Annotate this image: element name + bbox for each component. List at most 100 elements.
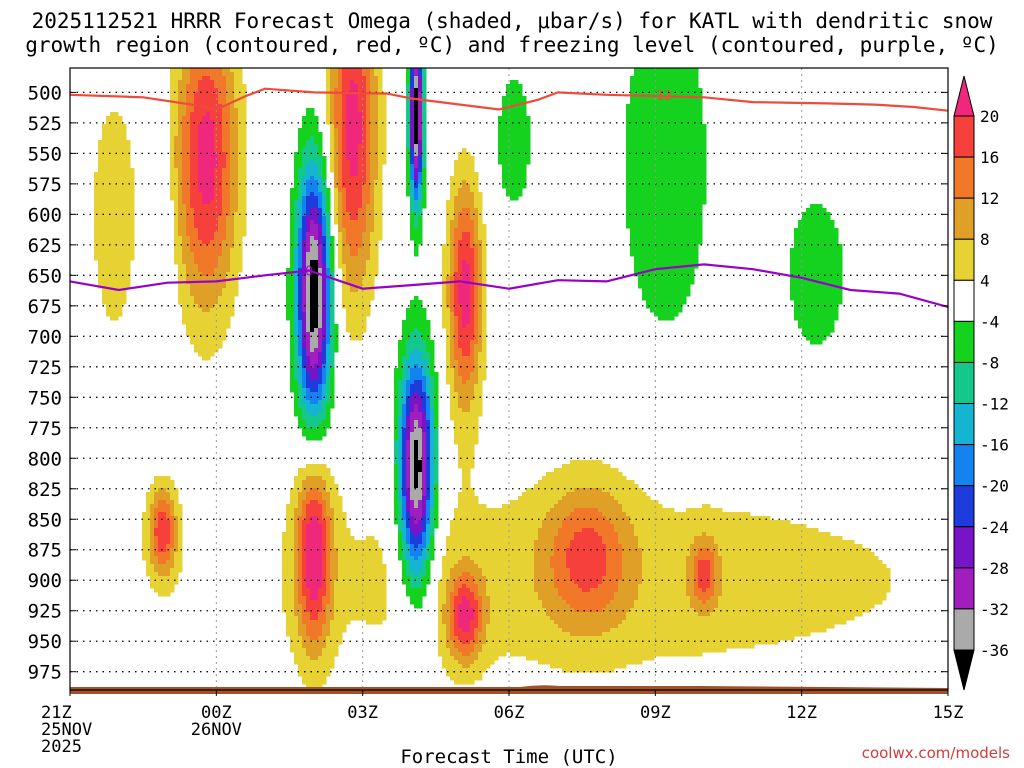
omega-cell	[370, 188, 375, 193]
omega-cell	[366, 76, 371, 81]
omega-cell	[194, 136, 199, 141]
omega-cell	[106, 140, 111, 145]
omega-cell	[178, 568, 183, 573]
omega-cell	[230, 96, 235, 101]
omega-cell	[306, 552, 311, 557]
omega-cell	[330, 92, 335, 97]
omega-cell	[158, 484, 163, 489]
omega-cell	[306, 680, 311, 685]
omega-cell	[342, 516, 347, 521]
omega-cell	[306, 204, 311, 209]
omega-cell	[190, 332, 195, 337]
omega-cell	[242, 84, 247, 89]
omega-cell	[194, 320, 199, 325]
omega-cell	[326, 220, 331, 225]
omega-cell	[114, 200, 119, 205]
omega-cell	[194, 264, 199, 269]
omega-cell	[302, 204, 307, 209]
omega-cell	[230, 220, 235, 225]
omega-cell	[314, 684, 319, 689]
omega-cell	[322, 512, 327, 517]
omega-cell	[166, 556, 171, 561]
omega-cell	[298, 612, 303, 617]
omega-cell	[318, 420, 323, 425]
omega-cell	[186, 284, 191, 289]
omega-cell	[178, 276, 183, 281]
omega-cell	[214, 220, 219, 225]
omega-cell	[230, 80, 235, 85]
omega-cell	[418, 360, 423, 365]
omega-cell	[146, 528, 151, 533]
omega-cell	[326, 384, 331, 389]
omega-cell	[350, 84, 355, 89]
omega-cell	[314, 612, 319, 617]
omega-cell	[202, 96, 207, 101]
omega-cell	[306, 252, 311, 257]
omega-cell	[326, 256, 331, 261]
omega-cell	[418, 400, 423, 405]
omega-cell	[334, 344, 339, 349]
omega-cell	[290, 316, 295, 321]
omega-cell	[398, 356, 403, 361]
omega-cell	[110, 132, 115, 137]
omega-cell	[98, 164, 103, 169]
omega-cell	[322, 208, 327, 213]
omega-cell	[202, 336, 207, 341]
omega-cell	[202, 328, 207, 333]
omega-cell	[414, 456, 419, 461]
omega-cell	[414, 376, 419, 381]
omega-cell	[310, 340, 315, 345]
omega-cell	[194, 96, 199, 101]
omega-cell	[414, 604, 419, 609]
omega-cell	[378, 180, 383, 185]
omega-cell	[330, 632, 335, 637]
omega-cell	[422, 184, 427, 189]
omega-cell	[410, 120, 415, 125]
omega-cell	[310, 352, 315, 357]
omega-cell	[170, 68, 175, 73]
omega-cell	[302, 160, 307, 165]
omega-cell	[110, 224, 115, 229]
omega-cell	[294, 232, 299, 237]
omega-cell	[290, 216, 295, 221]
omega-cell	[286, 604, 291, 609]
omega-cell	[334, 208, 339, 213]
omega-cell	[354, 264, 359, 269]
omega-cell	[158, 540, 163, 545]
omega-cell	[126, 200, 131, 205]
omega-cell	[358, 304, 363, 309]
omega-cell	[366, 572, 371, 577]
omega-cell	[202, 92, 207, 97]
omega-cell	[418, 188, 423, 193]
omega-cell	[342, 264, 347, 269]
omega-cell	[394, 408, 399, 413]
omega-cell	[182, 152, 187, 157]
omega-cell	[222, 100, 227, 105]
omega-cell	[306, 120, 311, 125]
omega-cell	[350, 572, 355, 577]
omega-cell	[298, 488, 303, 493]
omega-cell	[374, 560, 379, 565]
omega-cell	[198, 96, 203, 101]
omega-cell	[230, 164, 235, 169]
omega-cell	[298, 608, 303, 613]
omega-cell	[286, 624, 291, 629]
omega-cell	[334, 604, 339, 609]
omega-cell	[406, 496, 411, 501]
omega-cell	[194, 216, 199, 221]
omega-cell	[118, 236, 123, 241]
omega-cell	[102, 252, 107, 257]
omega-cell	[326, 188, 331, 193]
omega-cell	[242, 212, 247, 217]
omega-cell	[302, 564, 307, 569]
omega-cell	[242, 128, 247, 133]
omega-cell	[338, 152, 343, 157]
omega-cell	[182, 216, 187, 221]
omega-cell	[298, 328, 303, 333]
omega-cell	[342, 524, 347, 529]
omega-cell	[302, 136, 307, 141]
omega-cell	[318, 196, 323, 201]
omega-cell	[366, 124, 371, 129]
omega-cell	[422, 140, 427, 145]
omega-cell	[218, 168, 223, 173]
